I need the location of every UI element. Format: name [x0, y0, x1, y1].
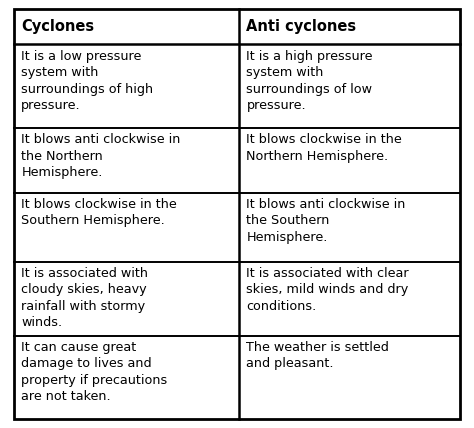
- Text: It blows clockwise in the
Southern Hemisphere.: It blows clockwise in the Southern Hemis…: [21, 198, 177, 227]
- Text: It blows anti clockwise in
the Southern
Hemisphere.: It blows anti clockwise in the Southern …: [246, 198, 406, 244]
- Text: It can cause great
damage to lives and
property if precautions
are not taken.: It can cause great damage to lives and p…: [21, 341, 168, 404]
- Text: It is a low pressure
system with
surroundings of high
pressure.: It is a low pressure system with surroun…: [21, 50, 154, 112]
- Text: Cyclones: Cyclones: [21, 19, 94, 34]
- Text: It is associated with clear
skies, mild winds and dry
conditions.: It is associated with clear skies, mild …: [246, 267, 409, 313]
- Text: Anti cyclones: Anti cyclones: [246, 19, 356, 34]
- Text: The weather is settled
and pleasant.: The weather is settled and pleasant.: [246, 341, 389, 371]
- Text: It is associated with
cloudy skies, heavy
rainfall with stormy
winds.: It is associated with cloudy skies, heav…: [21, 267, 148, 330]
- Text: It blows clockwise in the
Northern Hemisphere.: It blows clockwise in the Northern Hemis…: [246, 133, 402, 163]
- Text: It is a high pressure
system with
surroundings of low
pressure.: It is a high pressure system with surrou…: [246, 50, 373, 112]
- Text: It blows anti clockwise in
the Northern
Hemisphere.: It blows anti clockwise in the Northern …: [21, 133, 181, 179]
